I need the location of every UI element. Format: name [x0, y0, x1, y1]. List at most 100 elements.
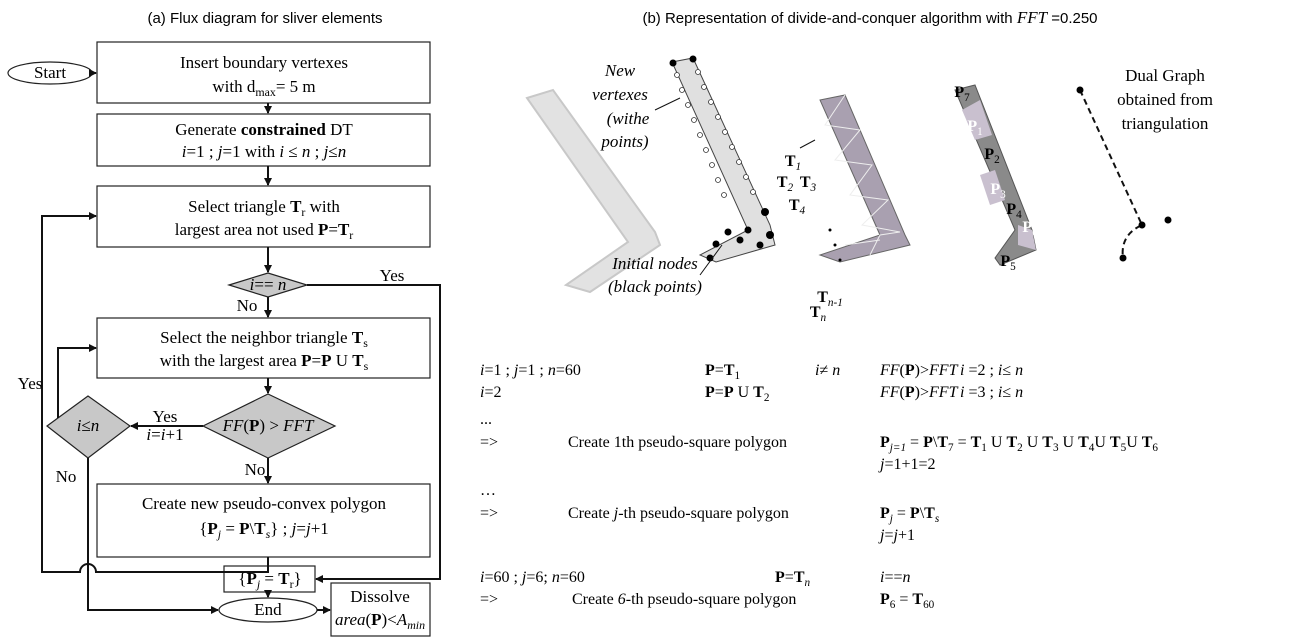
- text-run: U: [331, 351, 352, 370]
- text-run: T: [254, 519, 266, 538]
- text-run: =1 ;: [186, 142, 217, 161]
- text-run: )>: [915, 384, 929, 401]
- dissolve-text: Dissolve: [350, 587, 410, 606]
- text-run: =1 ;: [518, 362, 547, 379]
- text-run: P: [321, 351, 331, 370]
- text-run: with d: [212, 77, 255, 96]
- text-run: n: [338, 142, 347, 161]
- text-run: n: [1015, 362, 1023, 379]
- text-run: U: [1023, 434, 1043, 451]
- text-run: with the largest area: [160, 351, 301, 370]
- text-run: T: [724, 362, 735, 379]
- text-run: P: [1006, 201, 1016, 218]
- text-run: -th pseudo-square polygon: [626, 591, 797, 608]
- text-run: n: [548, 362, 556, 379]
- text-run: = 5 m: [276, 77, 316, 96]
- annotation: (black points): [608, 277, 702, 296]
- text-run: ≤: [1002, 384, 1015, 401]
- text-run: Select triangle: [188, 197, 290, 216]
- text-run: Insert boundary vertexes: [180, 53, 348, 72]
- step-text: P6 = T60: [880, 591, 935, 611]
- text-run: n: [91, 416, 100, 435]
- text-run: 4: [800, 205, 806, 217]
- step-text: i=60 ; j=6; n=60: [480, 569, 585, 586]
- text-run: P: [880, 591, 890, 608]
- text-run: T: [1042, 434, 1053, 451]
- text-run: P: [207, 519, 217, 538]
- text-run: 6: [1152, 442, 1158, 454]
- text-run: Select the neighbor triangle: [160, 328, 352, 347]
- text-run: T: [1006, 434, 1017, 451]
- text-run: U: [987, 434, 1007, 451]
- text-run: 1: [796, 161, 802, 173]
- text-run: P: [318, 220, 328, 239]
- text-run: with: [305, 197, 340, 216]
- text-run: =: [954, 434, 971, 451]
- text-run: P: [905, 362, 915, 379]
- step-text: i =2 ; i≤ n: [960, 362, 1023, 379]
- text-run: P: [371, 610, 381, 629]
- text-run: U: [1126, 434, 1142, 451]
- text-run: =: [328, 220, 338, 239]
- text-run: T: [278, 569, 290, 588]
- text-run: )<: [382, 610, 397, 629]
- step-text: P=P U T2: [705, 384, 769, 404]
- text-run: n: [804, 577, 810, 589]
- text-run: )>: [915, 362, 929, 379]
- step-text: j=1+1=2: [878, 456, 936, 473]
- text-run: n: [302, 142, 311, 161]
- text-run: P: [724, 384, 734, 401]
- text-run: P: [923, 434, 933, 451]
- text-run: P: [910, 505, 920, 522]
- step-text: FF(P)>FFT: [879, 362, 959, 379]
- step-text: P=T1: [705, 362, 740, 382]
- text-run: =>: [480, 591, 498, 608]
- box-text: Generate constrained DT: [175, 120, 353, 139]
- text-run: =6;: [526, 569, 551, 586]
- text-run: ==: [254, 275, 277, 294]
- text-run: =: [221, 519, 239, 538]
- text-run: min: [407, 618, 425, 632]
- text-run: {: [199, 519, 207, 538]
- box-text: i=1 ; j=1 with i ≤ n ; j≤n: [182, 142, 346, 161]
- branch-label: Yes: [380, 266, 405, 285]
- text-run: =0.250: [1047, 10, 1097, 27]
- text-run: s: [363, 336, 368, 350]
- panel-title: (b) Representation of divide-and-conquer…: [642, 8, 1097, 27]
- text-run: =: [260, 569, 278, 588]
- text-run: =2: [484, 384, 501, 401]
- text-run: 1: [734, 370, 740, 382]
- text-run: FF: [879, 362, 900, 379]
- text-run: Generate: [175, 120, 241, 139]
- text-run: Create new pseudo-convex polygon: [142, 494, 387, 513]
- text-run: =60: [560, 569, 585, 586]
- step-text: Create j-th pseudo-square polygon: [568, 505, 789, 522]
- text-run: U: [1059, 434, 1079, 451]
- step-text: i≠ n: [815, 362, 840, 379]
- text-run: P: [1000, 253, 1010, 270]
- text-run: =: [884, 527, 893, 544]
- annotation: points): [600, 132, 649, 151]
- text-run: T: [794, 569, 805, 586]
- annotation: obtained from: [1117, 90, 1213, 109]
- box-text: Insert boundary vertexes: [180, 53, 348, 72]
- text-run: 3: [810, 182, 817, 194]
- text-run: P: [990, 181, 1000, 198]
- triangle-label: T4: [789, 197, 806, 217]
- text-run: max: [255, 85, 276, 99]
- text-run: T: [1142, 434, 1153, 451]
- text-run: n: [832, 362, 840, 379]
- text-run: T: [338, 220, 350, 239]
- branch-label: Yes: [18, 374, 43, 393]
- step-text: ...: [480, 411, 492, 428]
- branch-label: No: [56, 467, 77, 486]
- text-run: T: [924, 505, 935, 522]
- text-run: P: [239, 519, 249, 538]
- text-run: constrained: [241, 120, 327, 139]
- text-run: =>: [480, 505, 498, 522]
- text-run: T: [800, 174, 811, 191]
- text-run: T: [1078, 434, 1089, 451]
- step-text: Create 1th pseudo-square polygon: [568, 434, 787, 451]
- text-run: P: [705, 384, 715, 401]
- text-run: …: [480, 482, 496, 499]
